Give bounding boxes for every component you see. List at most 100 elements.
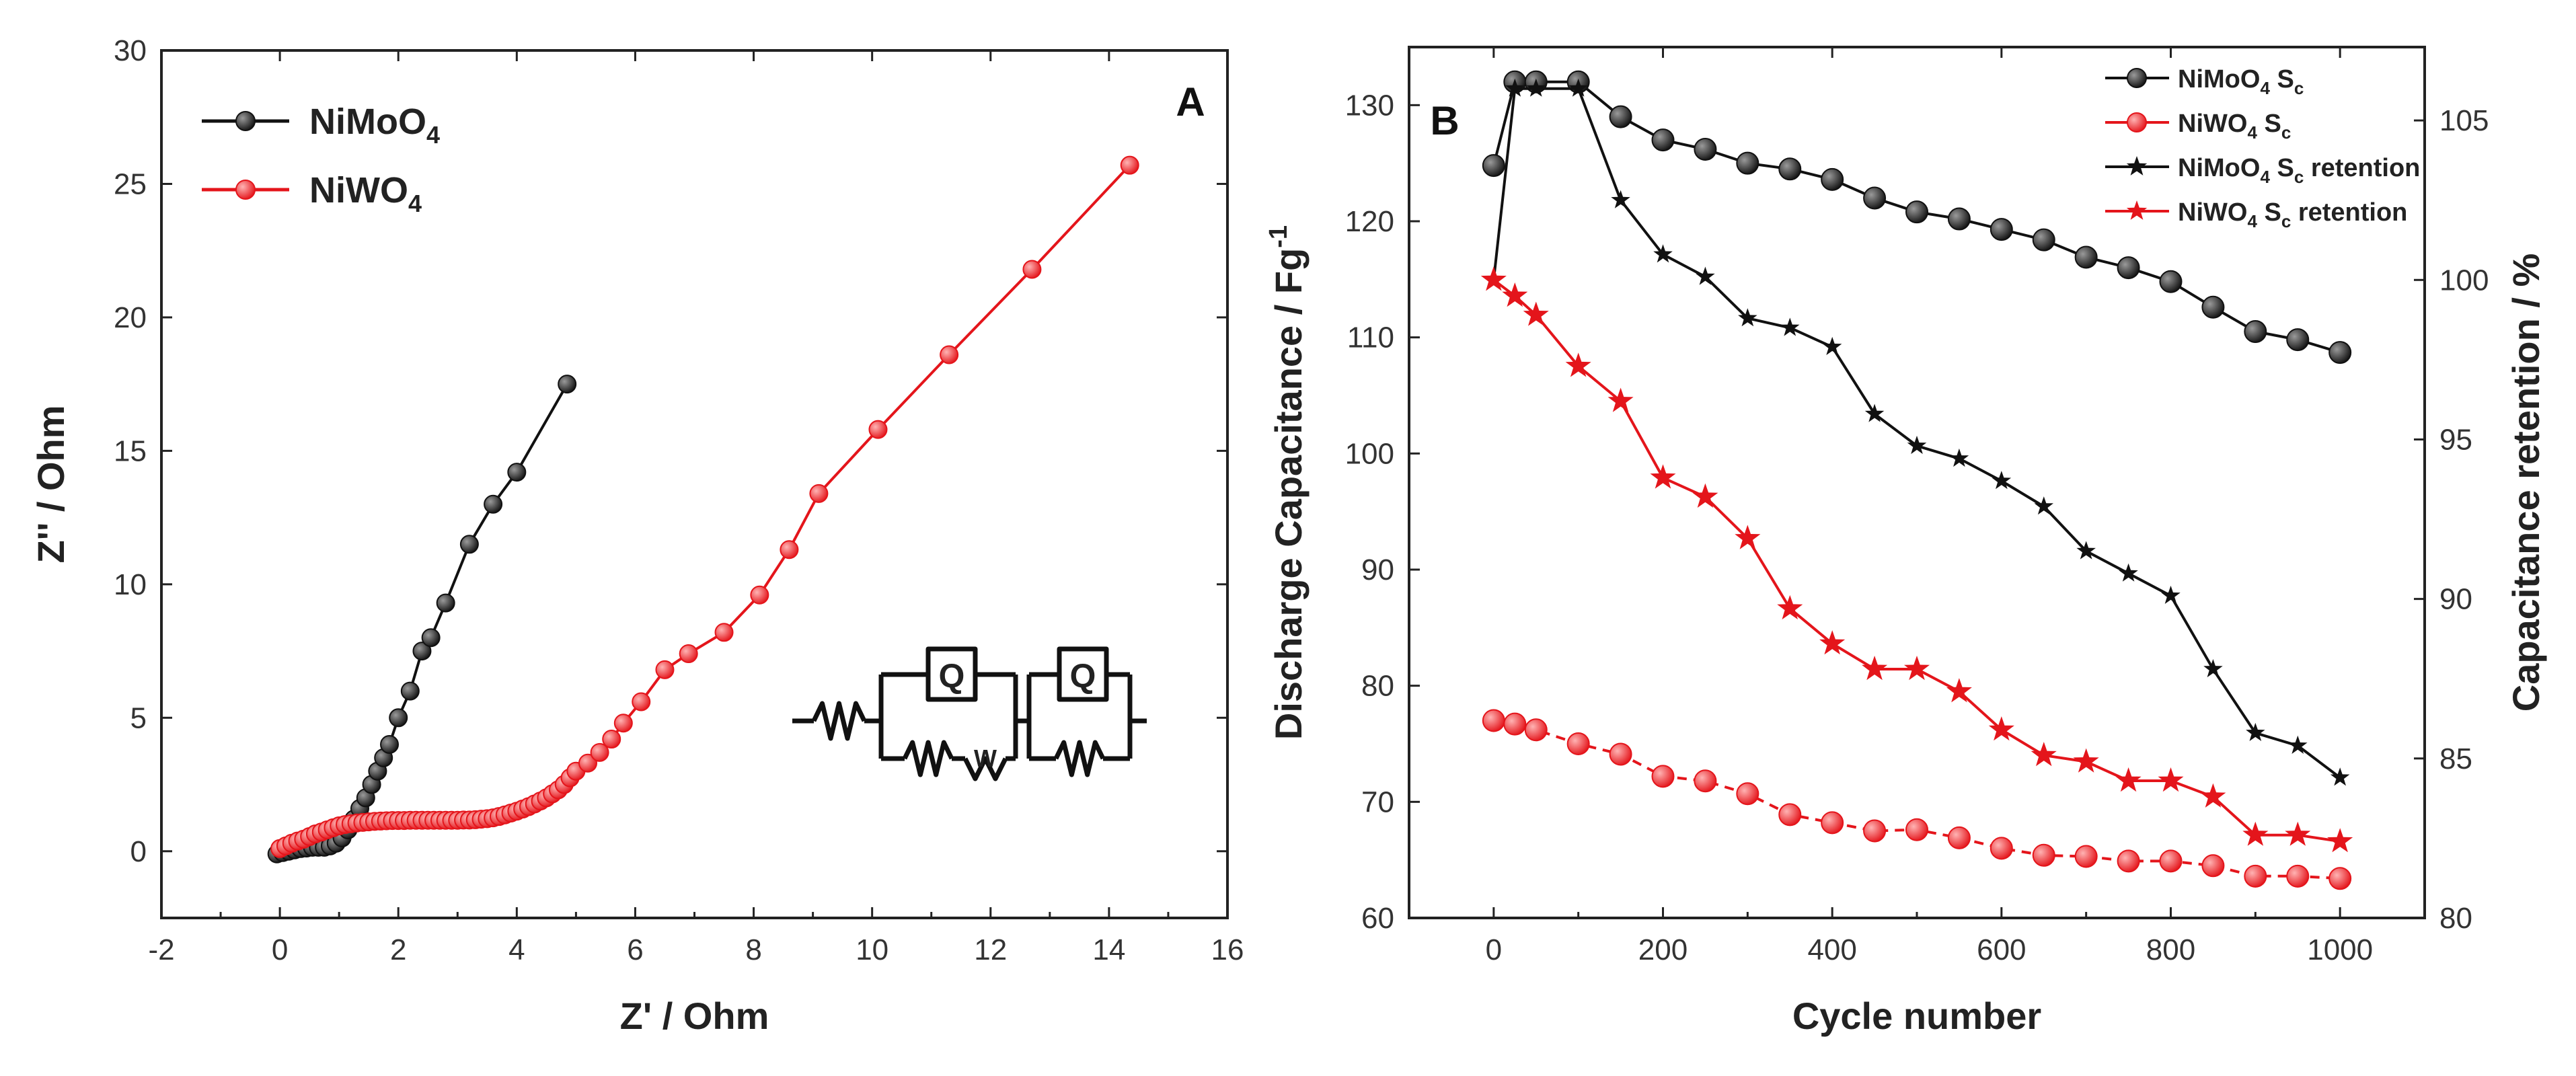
data-point-star <box>2242 821 2269 846</box>
y-tick-label: 5 <box>130 701 147 734</box>
data-point-star <box>1650 464 1676 489</box>
x-tick-label: 200 <box>1638 933 1688 966</box>
legend-entry: NiWO4 Sc <box>2105 110 2291 143</box>
data-point <box>1022 260 1042 279</box>
series-line <box>1492 278 2341 843</box>
data-point-star <box>1988 716 2014 741</box>
x-tick-label: 10 <box>856 933 888 966</box>
data-point-star <box>2031 742 2057 767</box>
legend-label: NiWO4 Sc retention <box>2178 198 2407 231</box>
y-tick-label: 100 <box>1345 437 1394 470</box>
data-point <box>714 623 734 642</box>
data-point-star <box>2158 767 2184 792</box>
data-point-star <box>2285 821 2311 846</box>
data-point <box>780 540 799 560</box>
x-tick-label: 0 <box>1486 933 1502 966</box>
inset-q1-label: Q <box>939 657 965 695</box>
data-point <box>558 375 577 394</box>
data-point <box>1863 186 1887 210</box>
data-point <box>590 742 609 762</box>
y-axis-title: Discharge Capacitance / Fg-1 <box>1264 225 1310 740</box>
inset-q2-label: Q <box>1070 657 1096 695</box>
series-line <box>1492 87 2341 779</box>
data-point <box>750 585 769 605</box>
data-point-star <box>1565 352 1591 377</box>
legend-marker <box>235 111 256 131</box>
data-point-star <box>2246 722 2265 741</box>
data-point <box>679 644 698 664</box>
data-point <box>1778 803 1802 827</box>
legend-entry: NiWO4 <box>202 170 422 217</box>
data-point-star <box>1480 266 1507 291</box>
data-point-star <box>1822 336 1842 355</box>
data-point-star <box>2203 659 2223 678</box>
legend-marker <box>2126 156 2148 176</box>
y-tick-label: 30 <box>114 34 147 67</box>
y-tick-label: 10 <box>114 568 147 601</box>
data-point <box>1120 155 1139 175</box>
data-point <box>2286 864 2310 888</box>
y-tick-label: 15 <box>114 434 147 467</box>
legend-marker <box>2127 112 2147 132</box>
x-axis-title: Z' / Ohm <box>620 995 769 1037</box>
panel-a-eis-chart: -2 0 2 4 6 8 10 12 14 16 0 5 10 15 20 25 30 Z' / Ohm Z'' /… <box>30 34 1244 1037</box>
x-tick-label: 12 <box>974 933 1007 966</box>
x-tick-label: 400 <box>1807 933 1856 966</box>
series-NiWO4 <box>270 155 1139 858</box>
y-axis-title: Z'' / Ohm <box>30 405 72 563</box>
data-point-star <box>1819 630 1846 655</box>
data-point <box>1905 818 1928 841</box>
y2-tick-label: 90 <box>2439 583 2472 616</box>
data-point <box>1566 732 1590 755</box>
data-point <box>1863 819 1887 843</box>
data-point <box>1821 811 1844 835</box>
data-point <box>2117 256 2140 280</box>
x-tick-label: 14 <box>1092 933 1125 966</box>
data-point <box>602 730 621 749</box>
y-tick-label: 70 <box>1361 785 1394 818</box>
x-tick-label: 800 <box>2146 933 2195 966</box>
data-point <box>459 535 479 554</box>
data-point <box>1609 742 1632 766</box>
data-point <box>578 753 597 773</box>
data-point <box>2032 843 2055 867</box>
y-tick-label: 60 <box>1361 902 1394 935</box>
series-line <box>1492 80 2341 354</box>
data-point-star <box>1692 483 1718 508</box>
data-point <box>1947 826 1971 849</box>
x-tick-label: 16 <box>1211 933 1244 966</box>
series-line <box>1493 719 2341 880</box>
data-point <box>2201 854 2225 878</box>
y-tick-label: 0 <box>130 835 147 868</box>
data-point <box>868 420 888 439</box>
data-point-star <box>1862 656 1888 681</box>
x-tick-label: 1000 <box>2307 933 2373 966</box>
data-point <box>1651 765 1675 788</box>
legend-marker <box>2127 68 2147 88</box>
data-point <box>632 692 651 712</box>
legend-entry: NiMoO4 <box>202 102 440 149</box>
data-point <box>2286 328 2310 352</box>
data-point-star <box>2161 585 2181 604</box>
legend-entry: NiMoO4 Sc <box>2105 65 2304 98</box>
series-line <box>279 164 1131 850</box>
data-point-star <box>2200 783 2226 808</box>
data-point-star <box>1653 244 1673 263</box>
data-point-star <box>1505 78 1525 97</box>
data-point-star <box>2330 767 2350 786</box>
data-point <box>1905 200 1928 224</box>
data-point-star <box>1780 317 1800 336</box>
data-point-star <box>1904 656 1930 681</box>
data-point <box>436 593 455 613</box>
y-tick-label: 110 <box>1347 321 1394 354</box>
data-point-star <box>1502 282 1528 307</box>
data-point <box>2244 320 2267 344</box>
data-point <box>809 484 829 503</box>
data-point-star <box>1946 678 1972 703</box>
data-point <box>1694 769 1717 793</box>
data-point <box>1651 128 1675 152</box>
y2-tick-label: 105 <box>2439 104 2489 137</box>
data-point-star <box>2076 541 2096 560</box>
x-tick-label: -2 <box>148 933 174 966</box>
y-tick-label: 90 <box>1361 553 1394 586</box>
